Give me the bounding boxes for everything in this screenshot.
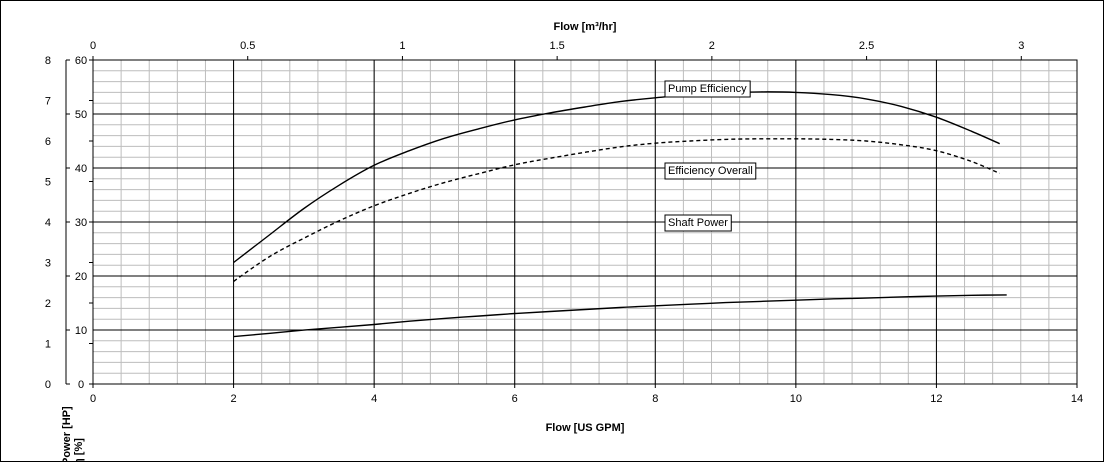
x-bottom-tick-label: 0 [90,393,96,405]
x-top-tick-label: 0 [90,40,96,52]
annotation-shaft-power: Shaft Power [664,214,732,232]
annotation-shaft-power-box [664,214,732,232]
annotation-pump-efficiency-box [664,80,751,98]
x-bottom-tick-label: 8 [652,393,658,405]
y-power-tick-label: 2 [45,298,51,310]
x-bottom-tick-label: 10 [790,393,802,405]
annotation-shaft-power-text: Shaft Power [668,217,728,229]
y-power-tick-label: 5 [45,177,51,189]
annotation-efficiency-overall: Efficiency Overall [664,162,757,180]
y-power-tick-label: 4 [45,217,51,229]
series-pump-efficiency-line [233,91,1000,264]
y-power-tick-label: 0 [45,379,51,391]
x-axis-top-title: Flow [m³/hr] [554,21,617,33]
x-bottom-tick-label: 14 [1071,393,1083,405]
major-grid [92,59,1078,385]
y-efficiency-tick-label: 20 [75,271,87,283]
x-bottom-tick-label: 6 [512,393,518,405]
y-power-tick-label: 1 [45,339,51,351]
series-shaft-power-line [233,294,1007,338]
y-efficiency-tick-label: 10 [75,325,87,337]
y-efficiency-tick-label: 30 [75,217,87,229]
y-power-tick-label: 8 [45,55,51,67]
x-top-tick-label: 0.5 [240,40,255,52]
y-axis-efficiency-title: η [%] [73,438,85,462]
y-efficiency-tick-label: 40 [75,163,87,175]
axes: 0 2 4 6 8 10 12 140 0.5 1 1.5 2 2.5 30102030405060012… [45,40,1083,405]
y-power-tick-label: 3 [45,258,51,270]
y-axis-power-title: Power [HP] [61,406,73,462]
x-bottom-tick-label: 2 [231,393,237,405]
x-bottom-tick-label: 4 [371,393,377,405]
x-top-tick-label: 1.5 [550,40,565,52]
y-efficiency-tick-label: 50 [75,109,87,121]
y-efficiency-tick-label: 0 [78,379,84,391]
x-axis-bottom-title: Flow [US GPM] [546,422,625,434]
x-top-tick-label: 2.5 [859,40,874,52]
series-efficiency-overall-line [233,138,1000,282]
annotation-pump-efficiency-text: Pump Efficiency [668,83,747,95]
series-lines [233,91,1007,338]
annotation-efficiency-overall-box [664,162,757,180]
annotation-efficiency-overall-text: Efficiency Overall [668,165,753,177]
series-annotations: Pump Efficiency Efficiency Overall Shaft P… [664,80,757,232]
y-efficiency-tick-label: 60 [75,55,87,67]
x-top-tick-label: 3 [1018,40,1024,52]
y-power-tick-label: 6 [45,136,51,148]
y-power-tick-label: 7 [45,96,51,108]
x-top-tick-label: 2 [709,40,715,52]
x-bottom-tick-label: 12 [930,393,942,405]
annotation-pump-efficiency: Pump Efficiency [664,80,751,98]
x-top-tick-label: 1 [399,40,405,52]
